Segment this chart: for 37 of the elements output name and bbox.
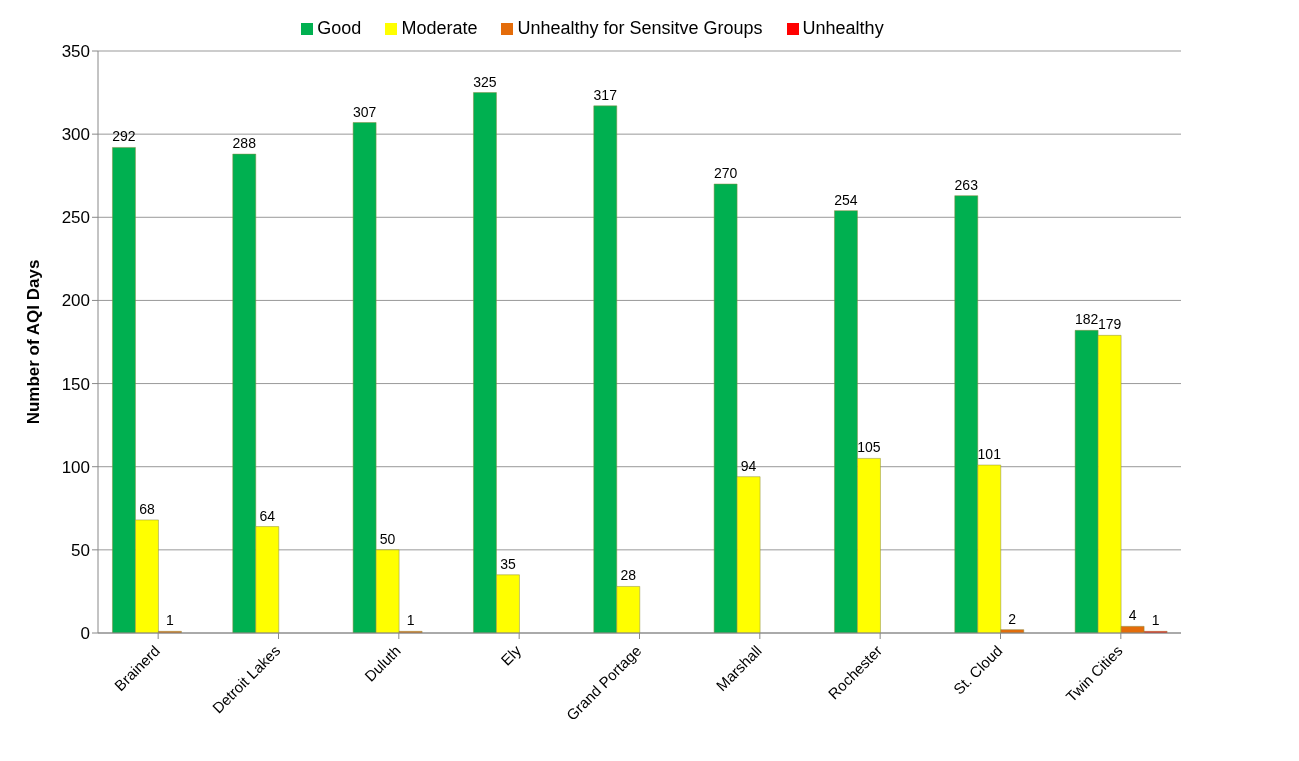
data-label: 254 (834, 191, 858, 208)
data-label: 101 (977, 446, 1002, 463)
data-label: 1 (166, 612, 175, 629)
y-tick-label: 300 (61, 125, 90, 145)
data-label: 105 (857, 439, 881, 456)
y-tick-label: 200 (61, 291, 90, 311)
data-label: 317 (593, 86, 618, 103)
data-label: 179 (1097, 316, 1122, 333)
y-tick-label: 50 (71, 540, 90, 560)
legend-label: Moderate (401, 18, 478, 38)
legend-label: Good (317, 18, 362, 38)
data-label: 292 (112, 128, 136, 145)
y-tick-label: 250 (61, 208, 90, 228)
y-axis-title: Number of AQI Days (24, 259, 44, 425)
data-label: 94 (740, 457, 757, 474)
data-label: 35 (500, 555, 516, 572)
data-label: 288 (232, 135, 257, 152)
data-label: 1 (1151, 612, 1160, 629)
data-label: 1 (406, 612, 415, 629)
data-label: 307 (352, 103, 377, 120)
y-tick-label: 150 (61, 374, 90, 394)
data-label: 4 (1128, 607, 1137, 624)
data-label: 50 (379, 530, 396, 547)
legend-label: Unhealthy for Sensitve Groups (517, 18, 763, 38)
data-label: 68 (139, 500, 155, 517)
x-tick-label: Ely (497, 641, 525, 669)
data-label: 325 (473, 73, 497, 90)
y-tick-label: 350 (61, 42, 90, 62)
data-label: 263 (954, 176, 979, 193)
y-tick-label: 0 (80, 624, 90, 644)
data-label: 28 (620, 567, 637, 584)
data-label: 64 (259, 507, 276, 524)
legend-label: Unhealthy (802, 18, 884, 38)
data-label: 2 (1008, 610, 1017, 627)
y-tick-label: 100 (61, 457, 90, 477)
data-label: 182 (1074, 311, 1099, 328)
data-label: 270 (713, 165, 738, 182)
